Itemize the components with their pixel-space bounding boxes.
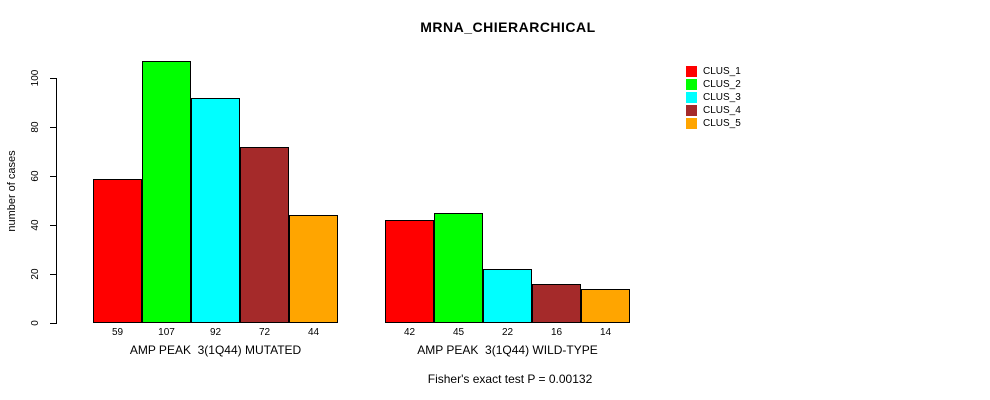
legend-swatch-icon	[686, 66, 697, 77]
fisher-test-annotation: Fisher's exact test P = 0.00132	[427, 372, 593, 386]
y-tick-label: 40	[30, 219, 41, 231]
bar-value-label: 45	[452, 327, 465, 338]
bar-value-label: 22	[501, 327, 514, 338]
bar-clus_3	[191, 98, 240, 323]
bar-clus_5	[289, 215, 338, 323]
y-axis-line	[56, 78, 57, 323]
legend-item: CLUS_1	[686, 65, 741, 78]
bar-value-label: 44	[307, 327, 320, 338]
legend-swatch-icon	[686, 79, 697, 90]
legend-label: CLUS_2	[703, 79, 741, 90]
legend-label: CLUS_5	[703, 118, 741, 129]
legend-item: CLUS_3	[686, 91, 741, 104]
legend-item: CLUS_2	[686, 78, 741, 91]
legend-swatch-icon	[686, 105, 697, 116]
y-tick-label: 0	[30, 320, 41, 326]
bar-clus_1	[385, 220, 434, 323]
y-tick-mark	[50, 127, 57, 128]
legend-swatch-icon	[686, 92, 697, 103]
bar-value-label: 92	[209, 327, 222, 338]
group-label: AMP PEAK 3(1Q44) MUTATED	[129, 343, 302, 357]
y-tick-mark	[50, 225, 57, 226]
y-tick-label: 80	[30, 121, 41, 133]
bar-value-label: 72	[258, 327, 271, 338]
group-label: AMP PEAK 3(1Q44) WILD-TYPE	[417, 343, 598, 357]
legend-label: CLUS_3	[703, 92, 741, 103]
legend-label: CLUS_1	[703, 66, 741, 77]
bar-clus_4	[532, 284, 581, 323]
y-axis-label: number of cases	[6, 150, 18, 232]
bar-clus_3	[483, 269, 532, 323]
legend-item: CLUS_4	[686, 104, 741, 117]
y-tick-label: 20	[30, 268, 41, 280]
y-tick-label: 100	[30, 69, 41, 87]
y-tick-mark	[50, 323, 57, 324]
y-tick-mark	[50, 274, 57, 275]
chart-title: MRNA_CHIERARCHICAL	[420, 19, 596, 35]
y-tick-mark	[50, 176, 57, 177]
bar-clus_2	[142, 61, 191, 323]
legend-item: CLUS_5	[686, 117, 741, 130]
bar-clus_4	[240, 147, 289, 323]
y-tick-mark	[50, 78, 57, 79]
legend: CLUS_1 CLUS_2 CLUS_3 CLUS_4 CLUS_5	[686, 65, 741, 130]
bar-clus_1	[93, 179, 142, 323]
bar-value-label: 16	[550, 327, 563, 338]
y-tick-label: 60	[30, 170, 41, 182]
bar-value-label: 42	[403, 327, 416, 338]
bar-clus_2	[434, 213, 483, 323]
bar-value-label: 14	[599, 327, 612, 338]
bar-value-label: 107	[158, 327, 175, 338]
legend-swatch-icon	[686, 118, 697, 129]
bar-clus_5	[581, 289, 630, 323]
bar-value-label: 59	[111, 327, 124, 338]
legend-label: CLUS_4	[703, 105, 741, 116]
